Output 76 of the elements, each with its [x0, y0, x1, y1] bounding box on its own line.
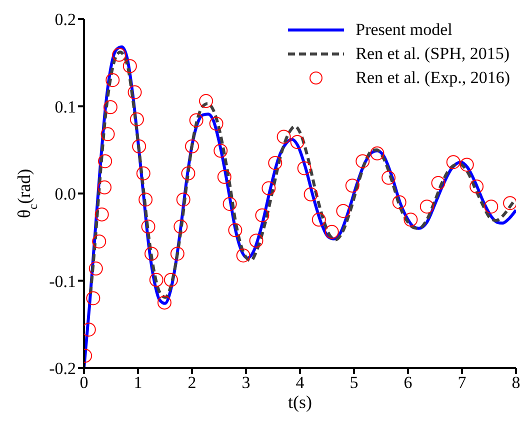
point: [382, 170, 396, 185]
point: [176, 192, 190, 207]
point: [345, 178, 360, 193]
point: [149, 272, 164, 287]
x-tick-label: 3: [242, 373, 250, 392]
legend-label: Ren et al. (Exp., 2016): [356, 68, 510, 88]
y-tick-label: -0.1: [49, 272, 76, 291]
point: [157, 296, 172, 310]
legend-label: Ren et al. (SPH, 2015): [356, 44, 510, 64]
point: [100, 127, 115, 142]
point: [392, 195, 406, 210]
point: [209, 116, 224, 131]
point: [103, 100, 118, 114]
point: [144, 246, 158, 261]
point: [88, 262, 103, 276]
point: [122, 59, 137, 74]
point: [262, 181, 276, 196]
point: [420, 200, 434, 214]
point: [92, 234, 106, 248]
y-tick-label: -0.2: [49, 359, 76, 378]
point: [106, 73, 120, 88]
point: [297, 161, 312, 176]
point: [98, 180, 112, 194]
point: [138, 192, 153, 207]
point: [128, 85, 142, 100]
x-tick-label: 4: [296, 373, 305, 392]
point: [98, 154, 112, 168]
point: [185, 139, 199, 154]
point: [460, 158, 474, 172]
point: [290, 135, 304, 150]
point: [255, 208, 270, 222]
point: [189, 113, 204, 128]
x-tick-label: 2: [188, 373, 196, 392]
point: [503, 196, 516, 210]
point: [112, 48, 126, 62]
point: [249, 234, 264, 248]
point: [236, 248, 250, 262]
point: [484, 200, 498, 214]
point: [136, 166, 150, 180]
point: [132, 139, 146, 154]
point: [431, 176, 446, 190]
point: [164, 272, 178, 287]
x-axis-title: t(s): [288, 392, 312, 412]
point: [470, 180, 484, 194]
point: [304, 187, 318, 202]
point: [276, 130, 291, 144]
point: [141, 220, 156, 234]
point: [312, 212, 326, 227]
point: [336, 204, 350, 218]
point: [217, 170, 232, 184]
point: [130, 112, 144, 126]
point: [370, 146, 384, 160]
point: [94, 207, 109, 222]
point: [404, 212, 418, 227]
x-tick-label: 7: [458, 373, 467, 392]
point: [170, 246, 184, 261]
point: [181, 166, 196, 180]
point: [86, 291, 100, 306]
legend-label: Present model: [356, 20, 452, 40]
x-tick-label: 5: [350, 373, 358, 392]
x-tick-label: 1: [134, 373, 142, 392]
point: [356, 154, 370, 168]
point: [324, 224, 339, 239]
x-tick-label: 6: [404, 373, 412, 392]
x-tick-label: 0: [80, 373, 88, 392]
point: [199, 94, 214, 108]
y-tick-label: 0.1: [54, 97, 76, 116]
point: [174, 220, 188, 234]
point: [214, 144, 228, 158]
point: [446, 155, 460, 170]
point: [268, 156, 282, 170]
point: [228, 223, 242, 238]
point: [222, 196, 237, 211]
y-tick-label: 0.0: [54, 184, 76, 204]
x-tick-label: 8: [512, 373, 520, 392]
y-tick-label: 0.2: [54, 10, 76, 30]
